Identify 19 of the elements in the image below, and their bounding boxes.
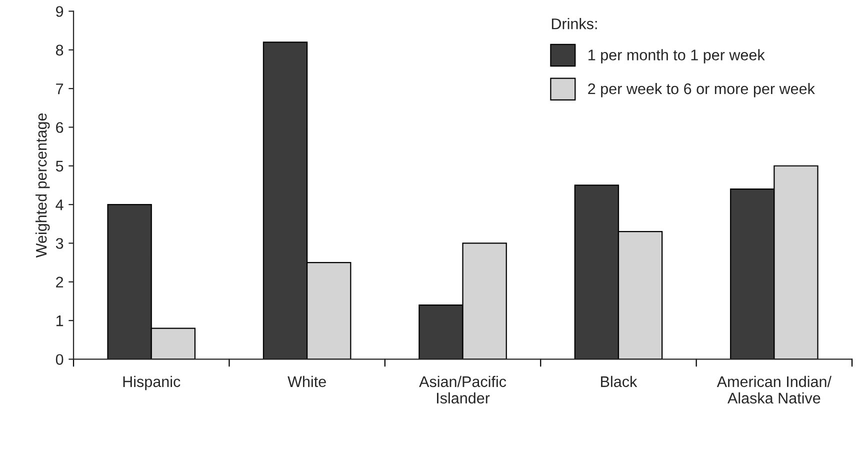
y-tick-label: 0	[56, 354, 64, 365]
y-tick-label: 7	[56, 84, 64, 94]
y-axis-title: Weighted percentage	[36, 113, 50, 258]
y-tick-label: 1	[56, 316, 64, 326]
legend-label: 2 per week to 6 or more per week	[588, 82, 815, 98]
legend-label: 1 per month to 1 per week	[588, 49, 765, 64]
legend-title: Drinks:	[552, 18, 597, 30]
y-tick-label: 9	[56, 6, 64, 17]
y-tick-label: 5	[56, 160, 64, 172]
x-tick-label: White	[288, 376, 326, 388]
x-tick-label: American Indian/ Alaska Native	[716, 376, 832, 404]
x-tick-label: Asian/Pacific Islander	[419, 376, 506, 404]
x-tick-label: Black	[601, 376, 638, 388]
y-tick-label: 3	[56, 238, 64, 249]
y-tick-label: 8	[56, 44, 64, 56]
y-tick-label: 4	[56, 200, 64, 210]
y-tick-label: 2	[56, 276, 64, 288]
y-tick-label: 6	[56, 122, 64, 133]
x-tick-label: Hispanic	[123, 376, 180, 390]
